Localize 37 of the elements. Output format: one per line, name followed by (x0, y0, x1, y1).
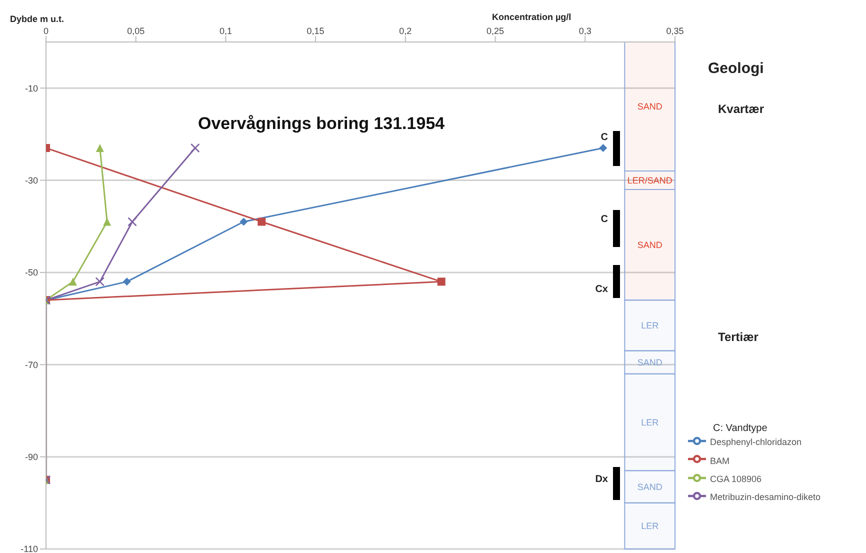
x-tick-label: 0,2 (399, 26, 412, 36)
annotation: Dx (595, 474, 608, 485)
y-tick-label: -10 (24, 83, 38, 94)
band-label: LER (641, 521, 660, 532)
text: Overvågnings boring 131.1954 (198, 114, 445, 134)
annotation: C (600, 214, 608, 225)
text: Tertiær (718, 330, 758, 344)
y-tick-label: -30 (24, 175, 38, 186)
y-tick-label: -50 (24, 268, 38, 278)
y-tick-label: -90 (24, 452, 38, 462)
y-tick-label: -110 (20, 544, 38, 553)
y-tick-label: -70 (24, 360, 38, 370)
band-label: LER (641, 320, 660, 331)
x-tick-label: 0,25 (486, 26, 504, 36)
y-axis-title: Dybde m u.t. (10, 14, 64, 24)
legend-label: Metribuzin-desamino-diketo (710, 492, 821, 502)
legend-label: Desphenyl-chloridazon (710, 437, 802, 448)
text: Kvartær (718, 102, 764, 116)
x-tick-label: 0,35 (666, 26, 684, 36)
band-label: SAND (637, 358, 663, 368)
band-label: SAND (637, 102, 663, 112)
band-label: SAND (637, 482, 663, 492)
x-axis-title: Koncentration µg/l (492, 12, 572, 22)
annotation: Cx (595, 284, 608, 295)
legend-label: CGA 108906 (710, 474, 762, 484)
text: Geologi (708, 60, 764, 77)
x-tick-label: 0,3 (578, 26, 592, 36)
band-label: LER (641, 417, 660, 428)
x-tick-label: 0,15 (306, 26, 324, 36)
legend-label: BAM (710, 456, 730, 466)
x-tick-label: 0,05 (127, 26, 145, 36)
x-tick-label: 0,1 (219, 26, 232, 36)
band-label: SAND (637, 240, 663, 250)
text: C: Vandtype (713, 423, 768, 434)
x-tick-label: 0 (43, 26, 49, 36)
band-label: LER/SAND (627, 175, 673, 186)
annotation: C (600, 132, 608, 143)
